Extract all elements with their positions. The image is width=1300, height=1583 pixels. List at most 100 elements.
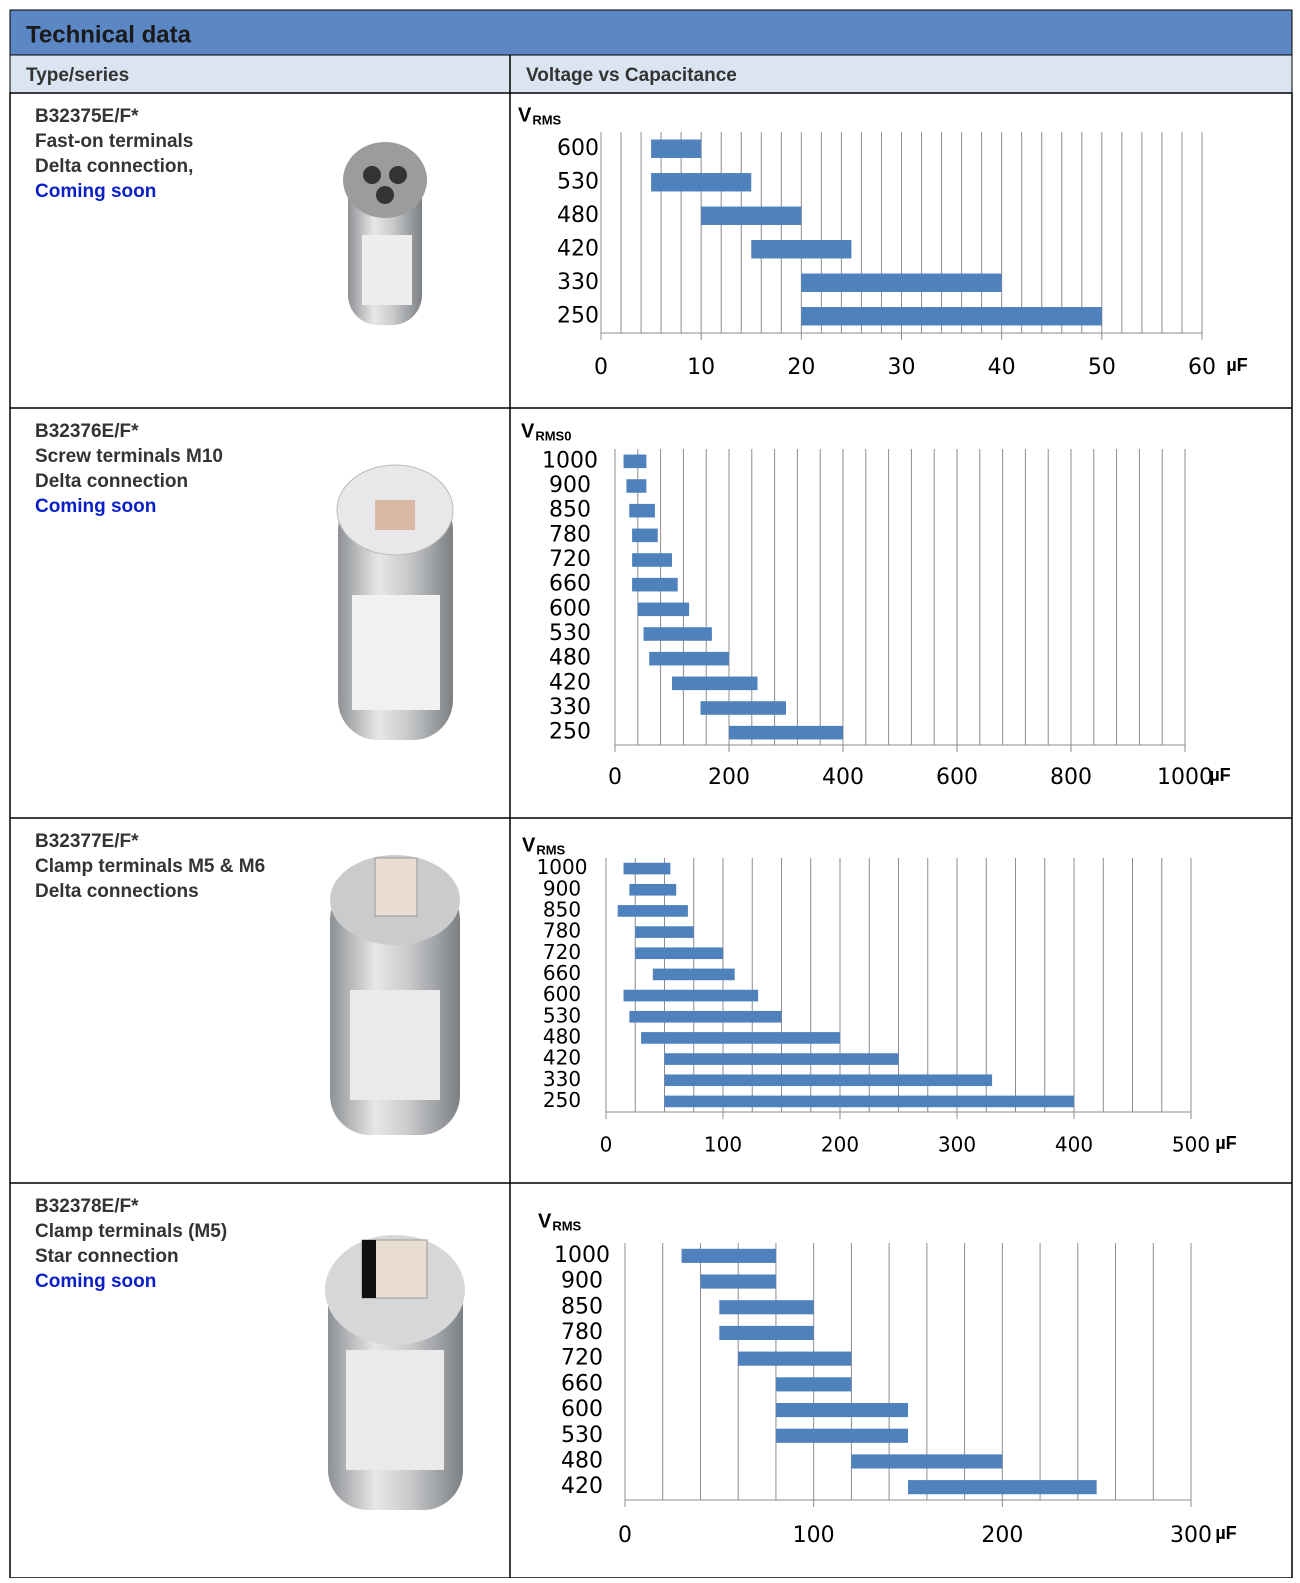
y-tick-label: 530 [549, 621, 591, 646]
y-tick-label: 250 [543, 1088, 581, 1112]
bar [775, 1402, 908, 1418]
bar [801, 307, 1102, 326]
bar [719, 1300, 814, 1315]
y-tick-label: 720 [543, 940, 581, 964]
title-bar [9, 9, 1293, 56]
y-tick-label: 780 [561, 1320, 603, 1345]
y-tick-label: 530 [543, 1003, 581, 1027]
y-tick-label: 600 [561, 1397, 603, 1422]
capacitor-images [325, 142, 465, 1510]
y-label-sub: RMS0 [535, 428, 571, 443]
y-tick-label: 600 [557, 136, 599, 161]
y-tick-label: 780 [543, 919, 581, 943]
y-tick-label: 330 [557, 270, 599, 295]
bar [775, 1428, 908, 1443]
y-tick-label: 480 [543, 1024, 581, 1048]
x-tick-label: 100 [793, 1523, 835, 1548]
y-tick-label: 420 [561, 1474, 603, 1499]
y-tick-label: 420 [549, 670, 591, 695]
y-tick-label: 900 [543, 876, 581, 900]
plot-area [615, 449, 1185, 745]
column-label: Type/series [26, 65, 129, 86]
y-tick-label: 530 [561, 1423, 603, 1448]
column-header [9, 54, 1293, 94]
y-tick-label: 850 [543, 897, 581, 921]
x-tick-label: 50 [1088, 355, 1116, 380]
bar [632, 528, 658, 543]
y-tick-label: 720 [561, 1346, 603, 1371]
bar [801, 273, 1002, 292]
type-desc: Delta connections [35, 881, 199, 902]
y-tick-label: 420 [557, 236, 599, 261]
y-tick-label: 480 [561, 1448, 603, 1473]
bar [729, 725, 843, 740]
type-desc: Clamp terminals (M5) [35, 1221, 227, 1242]
x-tick-label: 200 [821, 1133, 859, 1157]
y-tick-label: 660 [549, 572, 591, 597]
y-tick-label: 530 [557, 169, 599, 194]
y-tick-label: 330 [549, 695, 591, 720]
x-tick-label: 0 [618, 1523, 632, 1548]
type-desc: Delta connection [35, 471, 188, 492]
bar [617, 905, 688, 917]
type-name: B32377E/F* [35, 831, 139, 852]
bar [664, 1095, 1074, 1108]
y-tick-label: 480 [557, 203, 599, 228]
bar [635, 947, 723, 960]
y-label-sub: RMS [552, 1218, 581, 1233]
bar [651, 173, 752, 192]
y-label: V [538, 1210, 552, 1232]
status: Coming soon [35, 496, 156, 517]
type-desc: Delta connection, [35, 156, 193, 177]
x-tick-label: 500 [1172, 1133, 1210, 1157]
bar [623, 989, 759, 1002]
bar [719, 1325, 814, 1341]
bar [629, 503, 655, 518]
y-tick-label: 250 [549, 720, 591, 745]
bar [623, 862, 671, 875]
bar [635, 926, 694, 938]
y-label: V [521, 420, 535, 442]
y-label: V [518, 104, 532, 126]
x-tick-label: 40 [988, 355, 1016, 380]
y-label-sub: RMS [536, 842, 565, 857]
y-tick-label: 480 [549, 646, 591, 671]
type-desc: Star connection [35, 1246, 179, 1267]
bar [632, 577, 678, 592]
x-unit: µF [1226, 355, 1247, 375]
y-tick-label: 900 [549, 473, 591, 498]
bar [701, 206, 802, 225]
bar [626, 479, 647, 493]
status: Coming soon [35, 181, 156, 202]
x-unit: µF [1209, 765, 1230, 785]
x-tick-label: 30 [888, 355, 916, 380]
y-tick-label: 250 [557, 303, 599, 328]
x-tick-label: 0 [600, 1133, 613, 1157]
x-unit: µF [1215, 1133, 1236, 1153]
bar [641, 1032, 840, 1044]
type-name: B32378E/F* [35, 1196, 139, 1217]
y-tick-label: 900 [561, 1269, 603, 1294]
type-name: B32376E/F* [35, 421, 139, 442]
bar [751, 240, 852, 259]
x-unit: µF [1215, 1523, 1236, 1543]
bar [643, 627, 712, 641]
y-tick-label: 1000 [554, 1243, 610, 1268]
bar [623, 454, 647, 469]
bar [672, 676, 758, 691]
x-tick-label: 100 [704, 1133, 742, 1157]
x-tick-label: 300 [938, 1133, 976, 1157]
y-tick-label: 1000 [542, 448, 598, 473]
y-tick-label: 1000 [537, 855, 588, 879]
y-tick-label: 600 [549, 596, 591, 621]
x-tick-label: 200 [981, 1523, 1023, 1548]
y-tick-label: 780 [549, 522, 591, 547]
type-desc: Screw terminals M10 [35, 446, 223, 467]
y-label: V [522, 834, 536, 856]
x-tick-label: 400 [822, 765, 864, 790]
bar [664, 1074, 993, 1087]
type-desc: Fast-on terminals [35, 131, 193, 152]
bar [637, 602, 690, 617]
type-desc: Clamp terminals M5 & M6 [35, 856, 265, 877]
